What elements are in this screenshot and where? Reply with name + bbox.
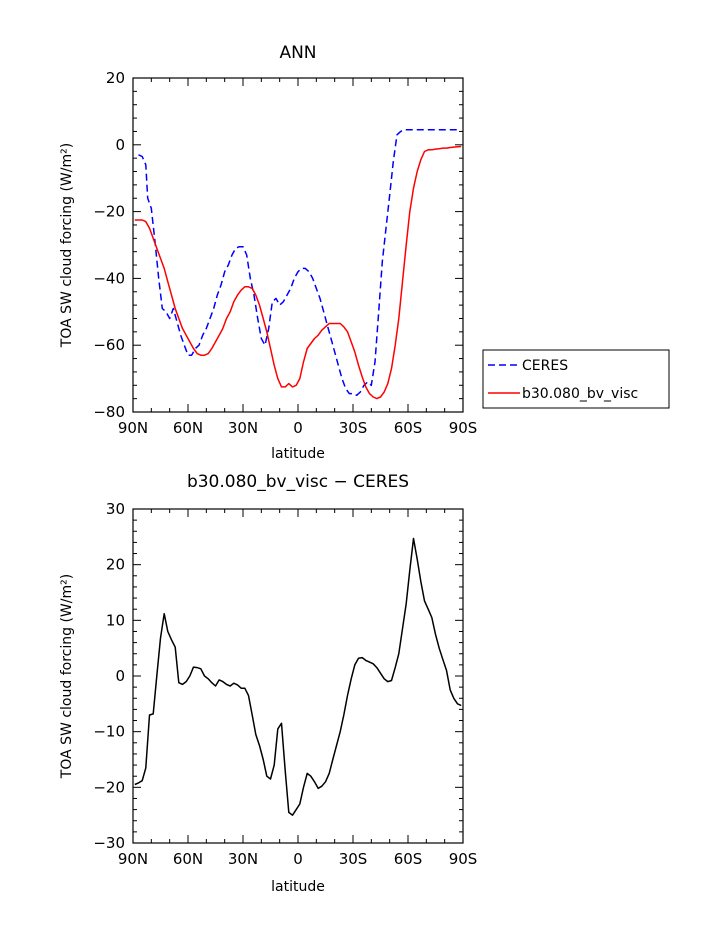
top-y-tick-label: 20	[106, 69, 125, 87]
bottom-x-tick-label: 60N	[173, 850, 203, 868]
bottom-series-line-difference	[134, 537, 462, 816]
bottom-plot-frame	[132, 508, 464, 844]
top-series-line-b30-080-bv-visc	[134, 145, 462, 400]
top-y-tick-label: −80	[93, 403, 125, 421]
bottom-x-tick-label: 90N	[118, 850, 148, 868]
bottom-x-tick-label: 90S	[449, 850, 478, 868]
top-x-tick-label: 60N	[173, 419, 203, 437]
top-x-tick-label: 90S	[449, 419, 478, 437]
top-y-axis-label: TOA SW cloud forcing (W/m²)	[59, 143, 75, 348]
top-x-tick-label: 30N	[228, 419, 258, 437]
bottom-x-tick-label: 60S	[394, 850, 423, 868]
top-series-group	[134, 129, 462, 400]
top-x-tick-label: 0	[293, 419, 303, 437]
bottom-y-axis-label: TOA SW cloud forcing (W/m²)	[59, 574, 75, 779]
top-y-tick-label: −20	[93, 203, 125, 221]
bottom-x-axis-label: latitude	[271, 879, 325, 895]
bottom-x-tick-label: 30N	[228, 850, 258, 868]
bottom-y-tick-label: 0	[115, 667, 125, 685]
bottom-y-tick-label: 10	[106, 611, 125, 629]
bottom-x-tick-label: 0	[293, 850, 303, 868]
top-axis-ticks: 90N 60N 30N 0 30S 60S 90S −80 −60 −40 −20 0 20	[93, 69, 477, 437]
bottom-y-tick-label: −10	[93, 723, 125, 741]
legend-ceres-label: CERES	[522, 358, 568, 374]
bottom-y-tick-label: −30	[93, 834, 125, 852]
bottom-x-tick-label: 30S	[339, 850, 368, 868]
top-x-axis-label: latitude	[271, 446, 325, 462]
top-y-tick-label: −60	[93, 336, 125, 354]
legend-box	[482, 349, 670, 409]
top-y-tick-label: −40	[93, 269, 125, 287]
bottom-y-tick-label: 20	[106, 556, 125, 574]
top-x-tick-label: 30S	[339, 419, 368, 437]
bottom-panel: b30.080_bv_visc − CERES latitude TOA SW …	[59, 472, 477, 895]
bottom-y-tick-label: −20	[93, 778, 125, 796]
top-x-tick-label: 90N	[118, 419, 148, 437]
bottom-chart-title: b30.080_bv_visc − CERES	[187, 472, 409, 492]
top-x-tick-label: 60S	[394, 419, 423, 437]
legend-model-label: b30.080_bv_visc	[522, 386, 638, 402]
bottom-axis-ticks: 90N 60N 30N 0 30S 60S 90S −30 −20 −10 0 10 20 30	[93, 500, 477, 868]
bottom-series-group	[134, 537, 462, 816]
top-plot-frame	[132, 77, 464, 413]
top-panel: ANN latitude TOA SW cloud forcing (W/m²)…	[59, 43, 477, 462]
legend: CERES b30.080_bv_visc	[482, 349, 670, 409]
top-series-line-ceres	[138, 129, 460, 397]
top-chart-title: ANN	[279, 43, 316, 63]
top-y-tick-label: 0	[115, 136, 125, 154]
bottom-y-tick-label: 30	[106, 500, 125, 518]
